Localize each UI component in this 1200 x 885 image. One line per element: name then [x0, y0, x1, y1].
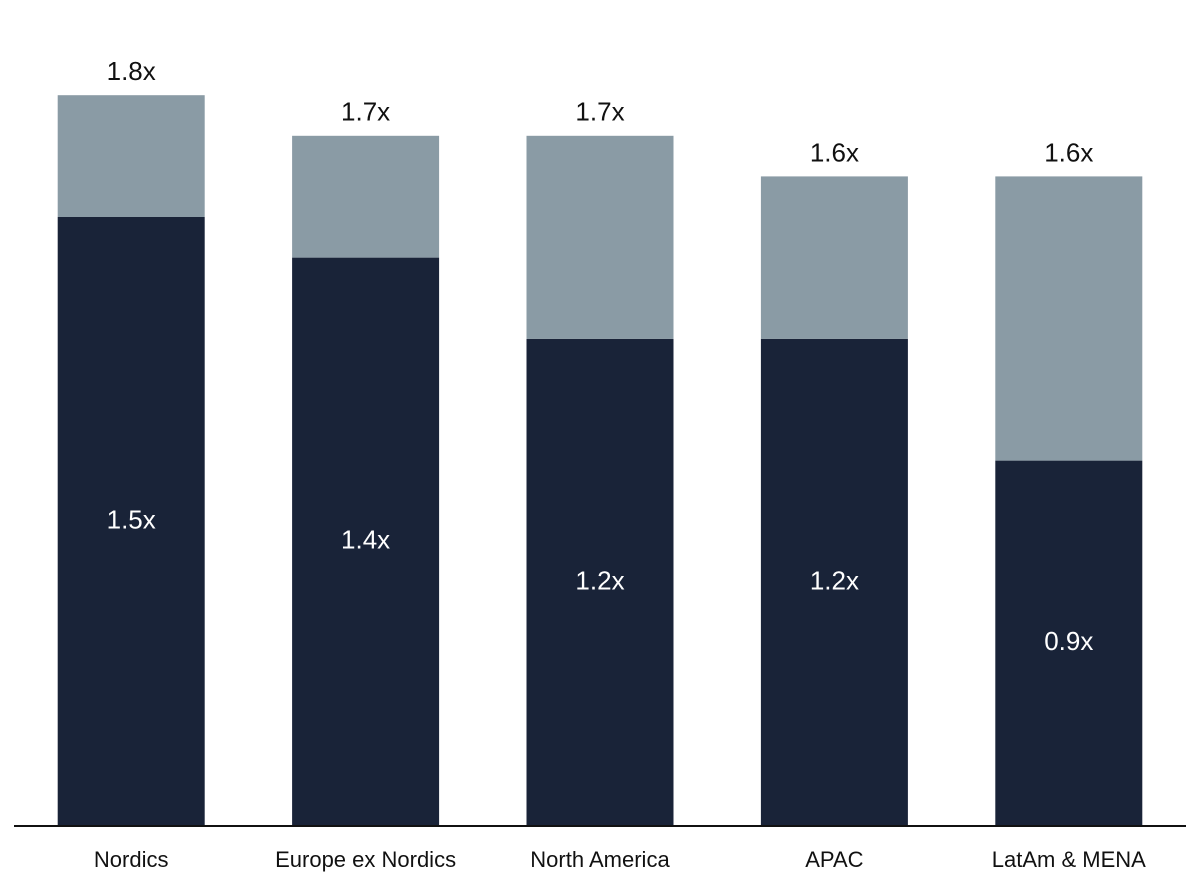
value-label: 1.2x [810, 565, 859, 595]
bar-segment [760, 176, 908, 339]
value-label: 1.4x [341, 525, 390, 555]
total-label: 1.7x [575, 97, 624, 127]
total-label: 1.8x [107, 56, 156, 86]
x-tick-label: LatAm & MENA [992, 847, 1146, 872]
x-tick-label: Europe ex Nordics [275, 847, 456, 872]
value-label: 1.5x [107, 504, 156, 534]
x-tick-label: APAC [805, 847, 863, 872]
bar-segment [526, 338, 674, 826]
bar-segment [995, 176, 1143, 461]
value-label: 0.9x [1044, 626, 1093, 656]
bar-segment [292, 257, 440, 827]
total-label: 1.6x [810, 137, 859, 167]
bar-segment [57, 217, 205, 826]
total-label: 1.7x [341, 97, 390, 127]
bar-segment [526, 135, 674, 339]
x-tick-label: Nordics [94, 847, 169, 872]
value-label: 1.2x [575, 565, 624, 595]
total-label: 1.6x [1044, 137, 1093, 167]
x-tick-label: North America [530, 847, 670, 872]
bar-segment [57, 95, 205, 217]
bar-segment [760, 338, 908, 826]
bar-segment [995, 460, 1143, 826]
bar-segment [292, 135, 440, 258]
